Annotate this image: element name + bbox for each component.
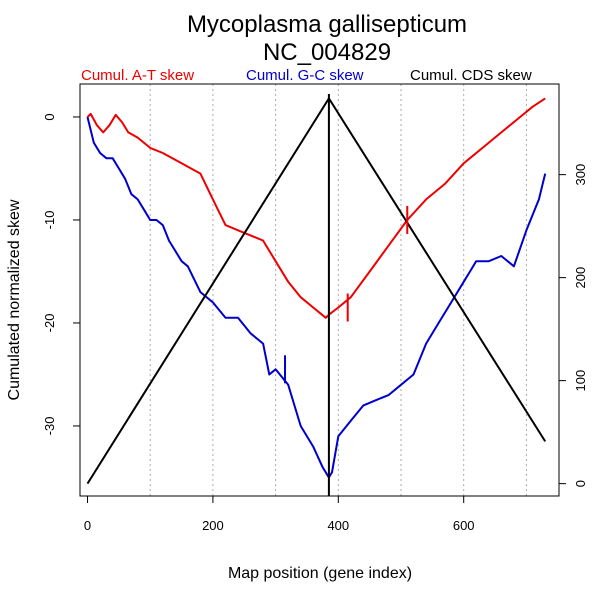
x-tick-label: 400 bbox=[327, 518, 349, 533]
chart-subtitle: NC_004829 bbox=[263, 39, 391, 66]
y-axis-label: Cumulated normalized skew bbox=[6, 199, 23, 400]
x-tick-label: 200 bbox=[202, 518, 224, 533]
legend-at-skew: Cumul. A-T skew bbox=[81, 67, 194, 84]
series-line-gc bbox=[86, 116, 547, 479]
tick-marks-group bbox=[284, 205, 409, 384]
y-tick-label: -30 bbox=[42, 417, 57, 436]
grid-lines bbox=[149, 84, 527, 496]
series-line-cds bbox=[86, 97, 547, 485]
x-axis-label: Map position (gene index) bbox=[228, 565, 412, 582]
y2-tick-label: 0 bbox=[573, 480, 588, 487]
series-group bbox=[86, 94, 547, 496]
y2-tick-label: 300 bbox=[573, 164, 588, 186]
y2-tick-label: 100 bbox=[573, 370, 588, 392]
series-line-at bbox=[86, 97, 546, 319]
x-tick-label: 0 bbox=[84, 518, 91, 533]
y-tick-label: -20 bbox=[42, 314, 57, 333]
x-tick-label: 600 bbox=[453, 518, 475, 533]
legend-cds-skew: Cumul. CDS skew bbox=[410, 67, 532, 84]
y-tick-label: 0 bbox=[42, 113, 57, 120]
y-tick-label: -10 bbox=[42, 211, 57, 230]
chart-title: Mycoplasma gallisepticum bbox=[187, 11, 467, 38]
y2-tick-label: 200 bbox=[573, 267, 588, 289]
plot-frame bbox=[79, 83, 560, 497]
axes-group: 0 200 400 600 0 -10 -20 -30 0 100 200 300 bbox=[42, 113, 588, 533]
legend-gc-skew: Cumul. G-C skew bbox=[246, 67, 364, 84]
